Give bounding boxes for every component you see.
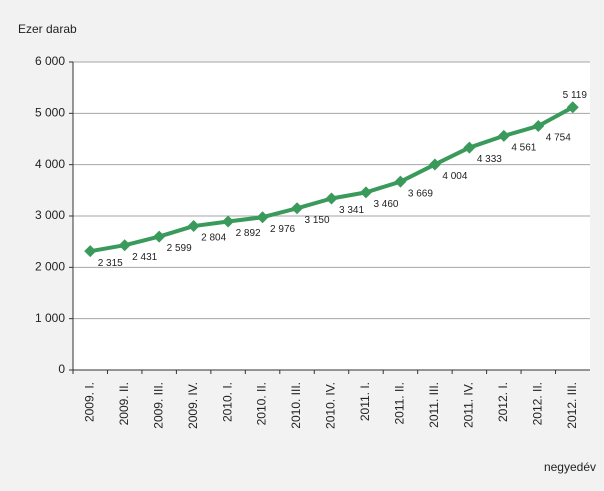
- data-label: 3 669: [408, 188, 433, 199]
- x-tick-label: 2012. II.: [530, 382, 544, 425]
- data-label: 3 460: [373, 199, 398, 210]
- x-tick-label: 2009. IV.: [186, 382, 200, 429]
- data-label: 2 976: [270, 224, 295, 235]
- marker: [532, 119, 545, 132]
- y-tick-label: 4 000: [35, 157, 65, 171]
- x-tick-label: 2010. III.: [289, 382, 303, 429]
- y-tick-label: 6 000: [35, 54, 65, 68]
- x-tick-label: 2012. I.: [496, 382, 510, 422]
- marker: [84, 245, 97, 258]
- y-tick-label: 1 000: [35, 311, 65, 325]
- marker: [394, 175, 407, 188]
- data-label: 2 892: [236, 228, 261, 239]
- x-tick-label: 2009. II.: [117, 382, 131, 425]
- x-tick-label: 2010. II.: [255, 382, 269, 425]
- y-tick-label: 5 000: [35, 106, 65, 120]
- data-label: 5 119: [563, 90, 588, 101]
- marker: [359, 186, 372, 199]
- marker: [153, 230, 166, 243]
- y-axis-label: Ezer darab: [18, 22, 77, 36]
- y-tick-label: 0: [58, 362, 65, 376]
- marker: [256, 211, 269, 224]
- marker: [118, 239, 131, 252]
- y-tick-label: 3 000: [35, 208, 65, 222]
- x-tick-label: 2010. IV.: [324, 382, 338, 429]
- data-label: 2 315: [98, 258, 123, 269]
- marker: [222, 215, 235, 228]
- data-label: 4 561: [511, 143, 536, 154]
- x-tick-label: 2009. III.: [151, 382, 165, 429]
- data-label: 2 804: [201, 233, 226, 244]
- y-tick-label: 2 000: [35, 260, 65, 274]
- x-axis-label: negyedév: [544, 460, 596, 474]
- data-label: 4 333: [477, 154, 502, 165]
- marker: [497, 129, 510, 142]
- data-label: 2 431: [132, 252, 157, 263]
- x-tick-label: 2012. III.: [565, 382, 579, 429]
- data-label: 4 754: [546, 133, 571, 144]
- x-tick-label: 2011. IV.: [462, 382, 476, 428]
- marker: [325, 192, 338, 205]
- x-tick-label: 2009. I.: [82, 382, 96, 422]
- data-label: 3 341: [339, 205, 364, 216]
- data-label: 3 150: [305, 215, 330, 226]
- x-tick-label: 2011. II.: [393, 382, 407, 424]
- x-tick-label: 2011. I.: [358, 382, 372, 421]
- marker: [187, 220, 200, 233]
- x-tick-label: 2010. I.: [220, 382, 234, 422]
- data-label: 2 599: [167, 243, 192, 254]
- marker: [566, 101, 579, 114]
- x-tick-label: 2011. III.: [427, 382, 441, 428]
- marker: [428, 158, 441, 171]
- marker: [463, 141, 476, 154]
- marker: [291, 202, 304, 215]
- data-label: 4 004: [442, 171, 467, 182]
